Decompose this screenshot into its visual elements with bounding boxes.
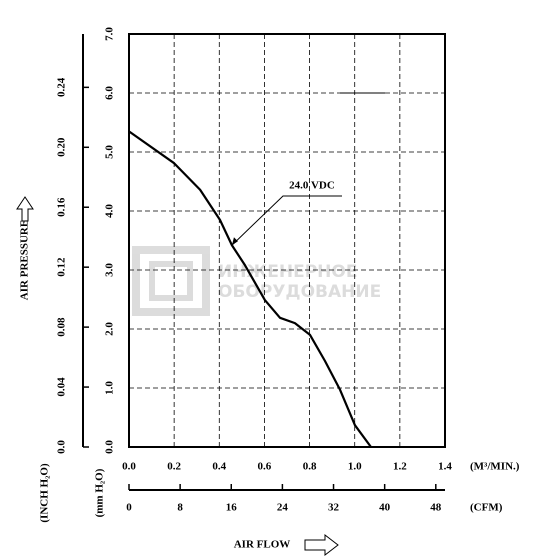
- y2-tick-label: 0.08: [56, 317, 68, 337]
- y2-unit: (INCH H₂O): [39, 463, 51, 523]
- x-tick-label: 1.2: [393, 461, 407, 473]
- x-tick-label: 0.2: [167, 461, 181, 473]
- x-tick-label: 0.0: [122, 461, 136, 473]
- y2-tick-label: 0.16: [56, 197, 68, 217]
- x2-tick-label: 16: [226, 502, 238, 514]
- y-tick-label: 1.0: [104, 381, 116, 395]
- y-tick-label: 2.0: [104, 322, 116, 336]
- x-tick-label: 1.4: [438, 461, 452, 473]
- y-tick-label: 4.0: [104, 204, 116, 218]
- y-tick-label: 3.0: [104, 263, 116, 277]
- y-axis-title: AIR PRESSURE: [19, 220, 31, 300]
- y-tick-label: 5.0: [104, 145, 116, 159]
- x2-tick-label: 40: [379, 502, 391, 514]
- y2-tick-label: 0.12: [56, 257, 68, 277]
- y2-tick-label: 0.24: [56, 77, 68, 97]
- y-tick-label: 7.0: [104, 27, 116, 41]
- y2-tick-label: 0.20: [56, 137, 68, 157]
- x-tick-label: 0.6: [258, 461, 272, 473]
- x2-tick-label: 48: [430, 502, 442, 514]
- x-tick-label: 1.0: [348, 461, 362, 473]
- arrow-right: [304, 533, 339, 557]
- x-unit: (M³/MIN.): [470, 461, 520, 473]
- leader-line: [231, 195, 342, 246]
- y2-tick-label: 0.0: [56, 440, 68, 454]
- curve: [128, 130, 372, 448]
- arrow-up: [16, 196, 34, 222]
- legend-label: 24.0 VDC: [289, 180, 335, 192]
- y-unit: (mm H₂O): [94, 468, 106, 517]
- x2-unit: (CFM): [470, 502, 503, 514]
- leader-arrow: [231, 237, 238, 246]
- y-tick-label: 6.0: [104, 86, 116, 100]
- y2-tick-label: 0.04: [56, 377, 68, 397]
- x2-tick-label: 32: [328, 502, 340, 514]
- watermark: ИНЖЕНЕРНОЕ ОБОРУДОВАНИЕ: [132, 246, 381, 316]
- watermark-text: ИНЖЕНЕРНОЕ: [218, 262, 357, 282]
- x-tick-label: 0.4: [212, 461, 226, 473]
- x2-tick-label: 8: [177, 502, 183, 514]
- x2-tick-label: 24: [277, 502, 289, 514]
- plot-frame: [128, 33, 446, 448]
- x2-tick-label: 0: [126, 502, 132, 514]
- x-axis-title: AIR FLOW: [234, 539, 291, 551]
- watermark-text: ОБОРУДОВАНИЕ: [218, 282, 381, 302]
- x-tick-label: 0.8: [303, 461, 317, 473]
- y-tick-label: 0.0: [104, 440, 116, 454]
